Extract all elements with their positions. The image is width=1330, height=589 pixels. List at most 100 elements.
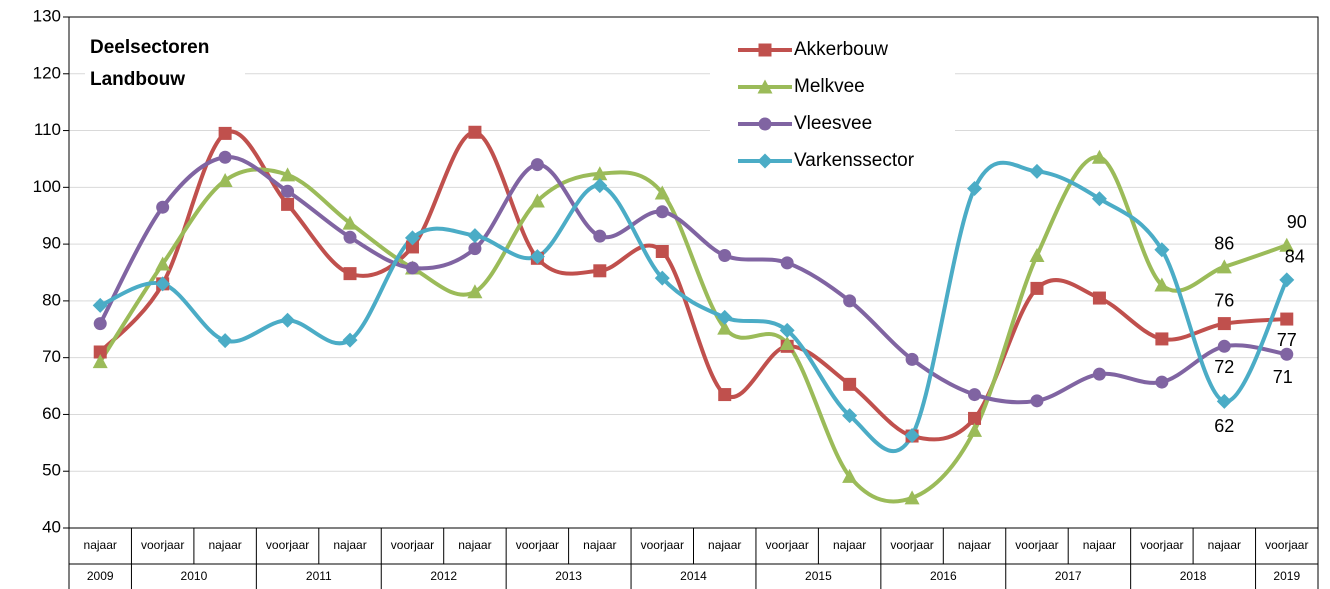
legend-label: Vleesvee (794, 113, 872, 134)
year-label: 2010 (181, 569, 208, 583)
marker (342, 332, 358, 348)
year-label: 2015 (805, 569, 832, 583)
marker (467, 228, 483, 244)
y-tick-label: 60 (42, 404, 61, 423)
marker (842, 408, 858, 424)
series-line (99, 160, 1289, 454)
marker (405, 261, 419, 275)
marker (655, 244, 669, 258)
marker (593, 229, 607, 243)
marker (843, 294, 857, 308)
marker (1092, 367, 1106, 381)
marker (904, 490, 920, 505)
year-label: 2009 (87, 569, 114, 583)
marker (468, 242, 482, 256)
y-tick-label: 130 (33, 6, 61, 25)
marker (93, 317, 107, 331)
data-label: 90 (1287, 212, 1307, 232)
marker (654, 270, 670, 286)
marker (343, 230, 357, 244)
marker (1217, 317, 1231, 331)
marker (468, 125, 482, 139)
y-tick-label: 90 (42, 234, 61, 253)
marker (218, 150, 232, 164)
x-tick-label: voorjaar (1265, 538, 1308, 552)
marker (757, 79, 773, 94)
marker (968, 411, 982, 425)
marker (1155, 375, 1169, 389)
marker (757, 153, 773, 169)
marker (1280, 347, 1294, 361)
x-tick-label: voorjaar (391, 538, 434, 552)
marker (967, 422, 983, 437)
marker (967, 180, 983, 196)
marker (467, 284, 483, 299)
data-label: 72 (1214, 357, 1234, 377)
data-label: 62 (1214, 416, 1234, 436)
data-label: 77 (1277, 330, 1297, 350)
marker (1029, 163, 1045, 179)
marker (904, 427, 920, 443)
marker (780, 256, 794, 270)
marker (92, 297, 108, 313)
marker (404, 230, 420, 246)
y-tick-label: 80 (42, 290, 61, 309)
marker (1155, 332, 1169, 346)
legend-label: Melkvee (794, 76, 865, 97)
marker (342, 215, 358, 230)
marker (155, 276, 171, 292)
marker (530, 158, 544, 172)
marker (842, 468, 858, 483)
marker (155, 256, 171, 271)
x-tick-label: voorjaar (141, 538, 184, 552)
series-line (98, 129, 1287, 442)
data-label: 71 (1273, 367, 1293, 387)
x-tick-label: najaar (458, 538, 491, 552)
marker (281, 184, 295, 198)
marker (1279, 272, 1295, 288)
y-tick-label: 70 (42, 347, 61, 366)
year-label: 2013 (555, 569, 582, 583)
marker (1217, 339, 1231, 353)
x-tick-label: voorjaar (516, 538, 559, 552)
marker (779, 322, 795, 338)
marker (758, 43, 772, 57)
marker (592, 178, 608, 194)
marker (280, 167, 296, 182)
x-tick-label: voorjaar (765, 538, 808, 552)
chart-title: Deelsectoren (90, 37, 209, 58)
marker (655, 205, 669, 219)
year-label: 2012 (430, 569, 457, 583)
y-tick-label: 40 (42, 517, 61, 536)
y-tick-label: 50 (42, 461, 61, 480)
x-tick-label: voorjaar (1140, 538, 1183, 552)
data-label: 84 (1285, 247, 1305, 267)
marker (529, 193, 545, 208)
marker (1216, 393, 1232, 409)
marker (217, 333, 233, 349)
year-label: 2017 (1055, 569, 1082, 583)
marker (1280, 312, 1294, 326)
x-tick-label: najaar (84, 538, 117, 552)
plot-frame (68, 16, 1319, 529)
marker (281, 197, 295, 211)
marker (717, 309, 733, 325)
y-tick-label: 120 (33, 63, 61, 82)
x-tick-label: voorjaar (890, 538, 933, 552)
x-tick-label: najaar (1208, 538, 1241, 552)
marker (217, 173, 233, 188)
marker (1154, 277, 1170, 292)
year-label: 2011 (306, 569, 332, 583)
marker (1092, 291, 1106, 305)
chart-title: Landbouw (90, 69, 185, 90)
marker (280, 312, 296, 328)
marker (93, 345, 107, 359)
x-tick-label: najaar (833, 538, 866, 552)
marker (758, 117, 772, 131)
marker (1216, 259, 1232, 274)
year-label: 2014 (680, 569, 707, 583)
marker (1030, 394, 1044, 408)
data-label: 76 (1214, 290, 1234, 310)
x-tick-label: voorjaar (1015, 538, 1058, 552)
